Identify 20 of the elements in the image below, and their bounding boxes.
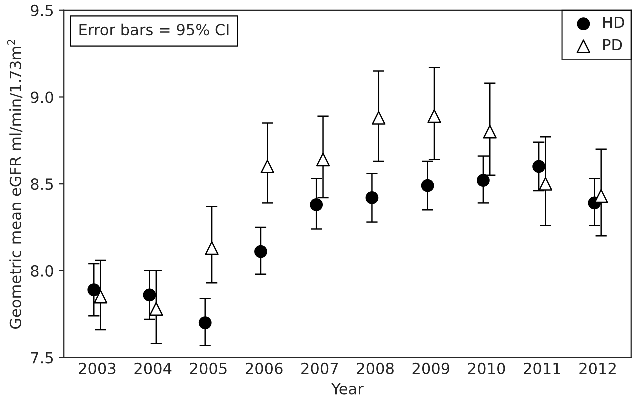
annotation: Error bars = 95% CI: [80, 24, 229, 36]
x-tick-label: 2012: [580, 362, 616, 374]
x-tick-label: 2005: [190, 362, 227, 374]
legend-label: PD: [604, 39, 622, 51]
x-tick-label: 2010: [468, 362, 506, 374]
legend-label: HD: [604, 16, 624, 28]
y-tick-label: 9.5: [31, 4, 54, 16]
x-tick-label: 2009: [412, 362, 450, 374]
y-tick-label: 8.0: [31, 265, 54, 277]
x-axis-title: Year: [332, 383, 364, 395]
x-tick-label: 2008: [357, 362, 394, 374]
x-tick-label: 2006: [246, 362, 283, 374]
x-tick-label: 2003: [79, 362, 116, 374]
y-axis-title: Geometric mean eGFR ml/min/1.73m$^{2}$: [7, 40, 23, 329]
x-tick-label: 2011: [524, 362, 560, 374]
y-tick-label: 7.5: [31, 352, 54, 364]
y-tick-label: 9.0: [31, 92, 54, 104]
y-tick-label: 8.5: [31, 178, 54, 190]
x-tick-label: 2004: [134, 362, 172, 374]
x-tick-label: 2007: [302, 362, 338, 374]
